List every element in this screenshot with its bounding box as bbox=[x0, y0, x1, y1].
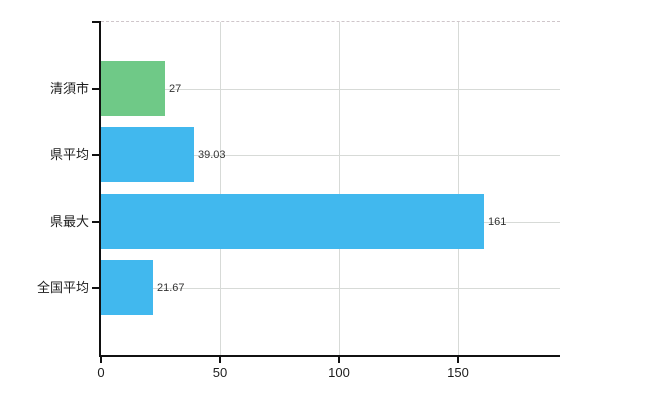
h-gridline bbox=[101, 155, 560, 156]
plot-top-border bbox=[101, 21, 560, 22]
x-tick-label: 50 bbox=[212, 365, 228, 380]
y-axis-end-tick bbox=[92, 21, 99, 23]
category-label: 県平均 bbox=[49, 147, 89, 162]
bar-value-label: 39.03 bbox=[198, 149, 226, 161]
bar bbox=[101, 194, 484, 249]
bar-value-label: 21.67 bbox=[157, 282, 185, 294]
x-tick-label: 100 bbox=[328, 365, 350, 380]
x-tick-label: 0 bbox=[97, 365, 105, 380]
category-tick bbox=[92, 154, 99, 156]
h-gridline bbox=[101, 89, 560, 90]
category-tick bbox=[92, 287, 99, 289]
x-tick bbox=[457, 357, 459, 363]
v-gridline bbox=[339, 22, 340, 355]
category-label: 県最大 bbox=[49, 214, 89, 229]
bar-value-label: 161 bbox=[488, 216, 507, 228]
v-gridline bbox=[220, 22, 221, 355]
x-tick bbox=[219, 357, 221, 363]
bar-value-label: 27 bbox=[169, 83, 182, 95]
x-tick-label: 150 bbox=[447, 365, 469, 380]
x-axis bbox=[99, 355, 560, 357]
x-tick bbox=[338, 357, 340, 363]
category-label: 清須市 bbox=[49, 81, 89, 96]
category-tick bbox=[92, 221, 99, 223]
category-tick bbox=[92, 88, 99, 90]
v-gridline bbox=[458, 22, 459, 355]
h-gridline bbox=[101, 288, 560, 289]
bar bbox=[101, 61, 165, 116]
bar bbox=[101, 260, 153, 315]
y-axis bbox=[99, 21, 101, 356]
category-label: 全国平均 bbox=[36, 280, 89, 295]
x-tick bbox=[100, 357, 102, 363]
bar bbox=[101, 127, 194, 182]
